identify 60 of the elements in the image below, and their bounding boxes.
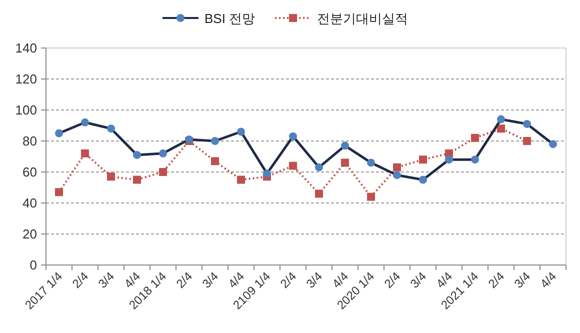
- x-tick-label: 4/4: [121, 268, 144, 291]
- point: [393, 163, 401, 172]
- point: [55, 129, 63, 138]
- point: [107, 124, 115, 133]
- x-tick-label: 4/4: [537, 268, 560, 291]
- x-tick-label: 3/4: [511, 268, 534, 291]
- point: [549, 140, 557, 148]
- x-tick-label: 2/4: [381, 268, 404, 291]
- point: [341, 158, 349, 167]
- y-tick-label: 0: [30, 258, 37, 272]
- point: [55, 188, 63, 196]
- point: [289, 132, 297, 140]
- point: [211, 137, 219, 145]
- point: [419, 156, 427, 164]
- point: [81, 149, 89, 158]
- y-tick-label: 80: [22, 134, 37, 148]
- point: [159, 168, 167, 176]
- point: [419, 176, 427, 184]
- point: [471, 156, 479, 164]
- x-tick-label: 2/4: [69, 268, 92, 291]
- legend-label: BSI 전망: [204, 11, 256, 26]
- x-tick-label: 2/4: [485, 268, 508, 291]
- y-tick-label: 120: [15, 72, 37, 86]
- point: [237, 176, 245, 184]
- point: [159, 149, 167, 158]
- point: [367, 158, 375, 167]
- point: [445, 156, 453, 164]
- x-tick-label: 3/4: [199, 268, 222, 291]
- point: [471, 134, 479, 142]
- point: [367, 192, 375, 201]
- point: [393, 171, 401, 180]
- point: [263, 170, 271, 178]
- point: [81, 118, 89, 126]
- x-tick-label: 4/4: [225, 268, 248, 291]
- point: [523, 137, 531, 145]
- point: [107, 172, 115, 181]
- point: [523, 120, 531, 128]
- y-tick-label: 20: [22, 226, 37, 242]
- y-tick-label: 60: [22, 164, 37, 180]
- y-tick-label: 140: [15, 40, 37, 56]
- point: [133, 150, 141, 159]
- x-tick-label: 2/4: [277, 268, 300, 291]
- point: [497, 124, 505, 133]
- x-tick-label: 3/4: [303, 268, 326, 291]
- point: [315, 190, 323, 198]
- x-tick-label: 4/4: [433, 268, 456, 291]
- x-tick-label: 3/4: [95, 268, 118, 291]
- point: [497, 115, 505, 124]
- x-tick-label: 4/4: [329, 268, 352, 291]
- x-tick-label: 2/4: [173, 268, 196, 291]
- point: [341, 142, 349, 150]
- y-tick-label: 100: [15, 102, 37, 118]
- point: [315, 163, 323, 172]
- x-tick-label: 3/4: [407, 268, 430, 291]
- point: [237, 128, 245, 136]
- y-tick-label: 40: [22, 196, 37, 210]
- point: [211, 157, 219, 166]
- point: [289, 162, 297, 170]
- legend-label: 전분기대비실적: [317, 11, 408, 26]
- point: [133, 176, 141, 184]
